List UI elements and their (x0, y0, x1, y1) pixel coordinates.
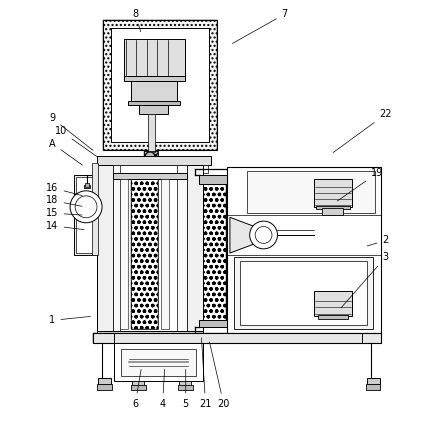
Bar (114, 343, 202, 381)
Bar (226, 167, 381, 333)
Text: 1: 1 (49, 315, 90, 325)
Bar (113, 336, 186, 341)
Text: 3: 3 (341, 252, 389, 308)
Bar (199, 320, 226, 327)
Bar (234, 257, 373, 329)
Bar (144, 151, 159, 158)
Bar (241, 262, 367, 325)
Text: 15: 15 (46, 208, 82, 218)
Bar (103, 19, 218, 150)
Text: 19: 19 (337, 168, 383, 201)
Text: 6: 6 (132, 369, 141, 408)
Text: 14: 14 (46, 221, 84, 231)
Bar (85, 183, 89, 187)
Bar (160, 179, 169, 329)
Bar (187, 165, 203, 333)
Text: 10: 10 (54, 126, 97, 157)
Bar (101, 165, 208, 173)
Bar (76, 177, 94, 253)
Bar (103, 19, 218, 150)
Bar (128, 101, 180, 105)
Text: 20: 20 (210, 342, 230, 408)
Bar (199, 175, 226, 184)
Text: 22: 22 (333, 109, 392, 153)
Bar (247, 171, 375, 213)
Text: 21: 21 (199, 338, 212, 408)
Bar (132, 381, 144, 386)
Bar (179, 381, 191, 386)
Bar (113, 173, 187, 179)
Bar (323, 208, 343, 215)
Bar (124, 76, 185, 81)
Bar (366, 384, 381, 390)
Bar (314, 291, 352, 316)
Bar (314, 179, 352, 207)
Bar (177, 165, 187, 333)
Bar (113, 165, 120, 333)
Text: 18: 18 (46, 195, 82, 206)
Bar (92, 175, 98, 255)
Bar (362, 333, 381, 344)
Bar (203, 179, 226, 322)
Bar (362, 333, 381, 344)
Bar (131, 179, 159, 329)
Bar (74, 202, 78, 209)
Bar (93, 333, 381, 344)
Bar (97, 331, 203, 337)
Bar (74, 175, 97, 255)
Bar (367, 379, 380, 384)
Circle shape (250, 221, 277, 249)
Bar (140, 105, 168, 114)
Text: 5: 5 (183, 369, 189, 408)
Bar (131, 385, 146, 390)
Text: 8: 8 (132, 9, 141, 32)
Bar (97, 384, 112, 390)
Bar (120, 349, 196, 376)
Bar (316, 206, 350, 209)
Bar (203, 179, 226, 322)
Bar (84, 185, 90, 188)
Bar (144, 151, 159, 158)
Bar (97, 156, 211, 165)
Bar (93, 333, 114, 344)
Text: 2: 2 (367, 235, 389, 246)
Bar (120, 179, 128, 329)
Bar (93, 333, 114, 344)
Bar (98, 379, 111, 384)
Text: 9: 9 (49, 114, 93, 150)
Bar (124, 38, 185, 76)
Bar (131, 81, 177, 102)
Circle shape (70, 191, 102, 223)
Text: 16: 16 (46, 183, 82, 195)
Text: 4: 4 (159, 369, 166, 408)
Polygon shape (230, 217, 264, 253)
Text: 7: 7 (232, 9, 288, 43)
Bar (92, 162, 98, 255)
Bar (178, 385, 193, 390)
Bar (318, 315, 348, 319)
Bar (148, 114, 155, 152)
Text: A: A (49, 139, 82, 165)
Bar (97, 165, 113, 333)
Bar (111, 28, 209, 142)
Bar (131, 179, 159, 329)
